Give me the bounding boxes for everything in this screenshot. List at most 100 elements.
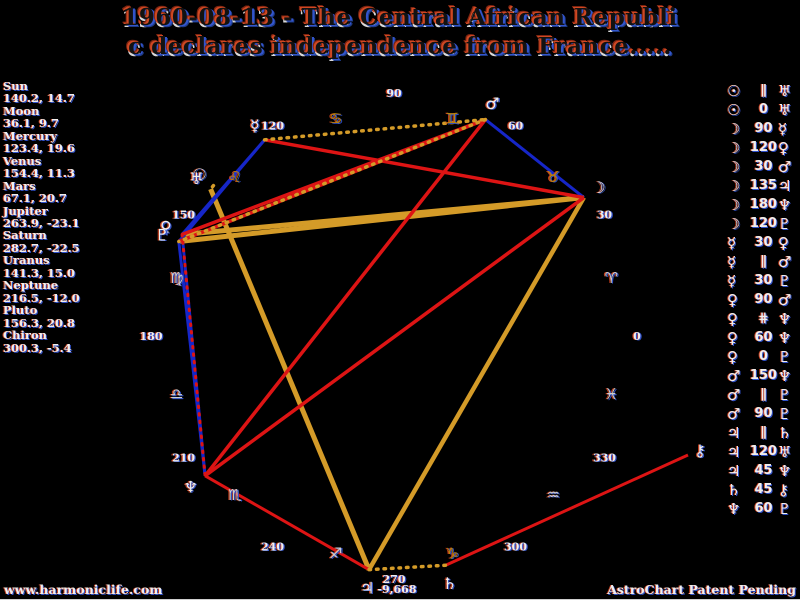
planet-glyph-pluto: ♇	[156, 226, 170, 245]
planet-glyph-chiron: ⚷	[693, 441, 705, 460]
planet-name: Uranus	[3, 253, 50, 268]
planet-name: Moon	[3, 103, 40, 118]
footer-site-text: www.harmoniclife.com	[4, 582, 163, 597]
aspect-symbol: ∥	[760, 425, 767, 440]
aspect-planet2-glyph: ♂	[778, 157, 792, 176]
aspect-symbol: 120	[749, 216, 778, 231]
planet-name: Pluto	[3, 303, 38, 318]
aspect-line-Mars-150-Neptune	[203, 118, 487, 477]
aspect-planet2-glyph: ♂	[778, 290, 792, 309]
aspect-planet1-glyph: ♆	[727, 499, 741, 518]
planet-values: 36.1, 9.7	[3, 116, 60, 131]
planet-glyph-pluto: ♇	[155, 225, 169, 244]
tick-label-180: 180	[141, 331, 164, 344]
planet-values: 141.3, 15.0	[3, 265, 76, 280]
sign-glyph-capricorn: ♑	[447, 545, 460, 563]
tick-label-90: 90	[386, 87, 402, 100]
aspect-row: ☽ 90 ☿	[727, 119, 800, 138]
tick-label-270: 270	[381, 573, 404, 586]
aspect-symbol: 120	[749, 444, 778, 459]
sign-glyph-leo: ♌	[228, 168, 241, 186]
planet-glyph-moon: ☽	[590, 178, 604, 197]
planet-glyph-mars: ♂	[484, 94, 498, 113]
aspect-planet1-glyph: ☿	[727, 252, 737, 271]
planet-name: Sun	[3, 79, 29, 93]
sign-glyph-sagittarius: ♐	[328, 544, 341, 562]
planet-glyph-uranus: ♅	[189, 169, 203, 188]
aspect-symbol: ∥	[760, 83, 767, 98]
sign-glyph-gemini: ♊	[444, 110, 457, 128]
aspect-line-Moon-180-Neptune	[204, 196, 585, 478]
sign-glyph-taurus: ♉	[545, 168, 558, 186]
planet-values: 67.1, 20.7	[3, 191, 68, 206]
sign-glyph-leo: ♌	[227, 168, 240, 186]
aspect-planet2-glyph: ☿	[778, 119, 788, 138]
aspect-line-Moon-135-Jupiter	[367, 196, 586, 571]
aspect-planet2-glyph: ♅	[778, 442, 792, 461]
aspect-row: ♀ 0 ♇	[727, 347, 800, 366]
aspect-planet1-glyph: ♀	[727, 347, 738, 366]
aspect-symbol: 120	[749, 140, 778, 155]
sign-glyph-aries: ♈	[603, 269, 616, 287]
planet-glyph-uranus: ♅	[191, 169, 205, 188]
tick-label-240: 240	[262, 541, 285, 554]
aspect-planet1-glyph: ♄	[727, 480, 741, 499]
aspect-line-Moon-90-Mercury	[264, 138, 585, 200]
aspect-row: ☿ ∥ ♂	[727, 252, 800, 271]
aspect-symbol: 30	[754, 273, 773, 288]
aspect-symbol: 60	[754, 501, 773, 516]
aspect-row: ♀ 90 ♂	[727, 290, 800, 309]
tick-label-30: 30	[595, 209, 611, 222]
planet-glyph-venus: ♀	[161, 218, 173, 237]
aspect-planet2-glyph: ♆	[778, 461, 792, 480]
aspect-row: ♀ ⋕ ♆	[727, 309, 800, 328]
aspect-symbol: 150	[749, 368, 778, 383]
sign-glyph-pisces: ♓	[603, 385, 616, 403]
sign-glyph-pisces: ♓	[606, 386, 619, 404]
aspect-symbol: 45	[754, 482, 773, 497]
jupiter-extra-label: -9,668	[377, 583, 416, 596]
aspect-planet2-glyph: ♇	[778, 214, 792, 233]
planet-glyph-moon: ☽	[593, 179, 607, 198]
planet-values: 263.9, -23.1	[3, 215, 80, 230]
sign-glyph-aquarius: ♒	[546, 486, 559, 504]
aspect-planet2-glyph: ♄	[778, 423, 792, 442]
aspect-line-Venus-contraparallel-Neptune	[180, 232, 207, 478]
aspect-symbol: 30	[754, 235, 773, 250]
planet-values: 300.3, -5.4	[3, 340, 72, 355]
jupiter-extra-label: -9,668	[379, 584, 418, 597]
title-line-2: c declares independence from France.....	[128, 33, 672, 61]
aspect-planet1-glyph: ☽	[727, 195, 741, 214]
planet-glyph-sun: ☉	[191, 165, 205, 184]
planet-glyph-pluto: ♇	[154, 225, 168, 244]
aspect-planet1-glyph: ☽	[727, 138, 741, 157]
planet-glyph-saturn: ♄	[444, 574, 458, 593]
sign-glyph-cancer: ♋	[330, 110, 343, 128]
sign-glyph-virgo: ♍	[171, 269, 184, 287]
sign-glyph-aries: ♈	[605, 269, 618, 287]
sign-glyph-pisces: ♓	[605, 385, 618, 403]
planet-glyph-neptune: ♆	[182, 477, 196, 496]
planet-name: Chiron	[3, 328, 47, 343]
tick-label-90: 90	[388, 88, 404, 101]
aspect-line-Moon-30-Mars	[484, 118, 585, 199]
planet-name: Mars	[3, 178, 36, 193]
tick-label-330: 330	[592, 452, 615, 465]
aspect-line-Saturn-45-Chiron	[445, 453, 689, 567]
sign-glyph-libra: ♎	[171, 386, 184, 404]
aspect-symbol: 90	[754, 121, 773, 136]
aspect-planet2-glyph: ♇	[778, 499, 792, 518]
sign-glyph-cancer: ♋	[329, 110, 342, 128]
aspect-row: ☽ 135 ♃	[727, 176, 800, 195]
aspect-symbol: 135	[749, 178, 778, 193]
tick-label-300: 300	[505, 541, 528, 554]
aspect-row: ☿ 30 ♇	[727, 271, 800, 290]
aspect-planet1-glyph: ♃	[727, 461, 741, 480]
sign-glyph-aries: ♈	[606, 269, 619, 287]
tick-label-0: 0	[633, 330, 641, 343]
planet-name: Neptune	[3, 278, 59, 293]
tick-label-150: 150	[171, 209, 194, 222]
aspect-row: ♂ ∥ ♇	[727, 385, 800, 404]
tick-label-330: 330	[593, 452, 616, 465]
chart-title: 1960-08-13 - The Central African Republi…	[0, 3, 800, 62]
